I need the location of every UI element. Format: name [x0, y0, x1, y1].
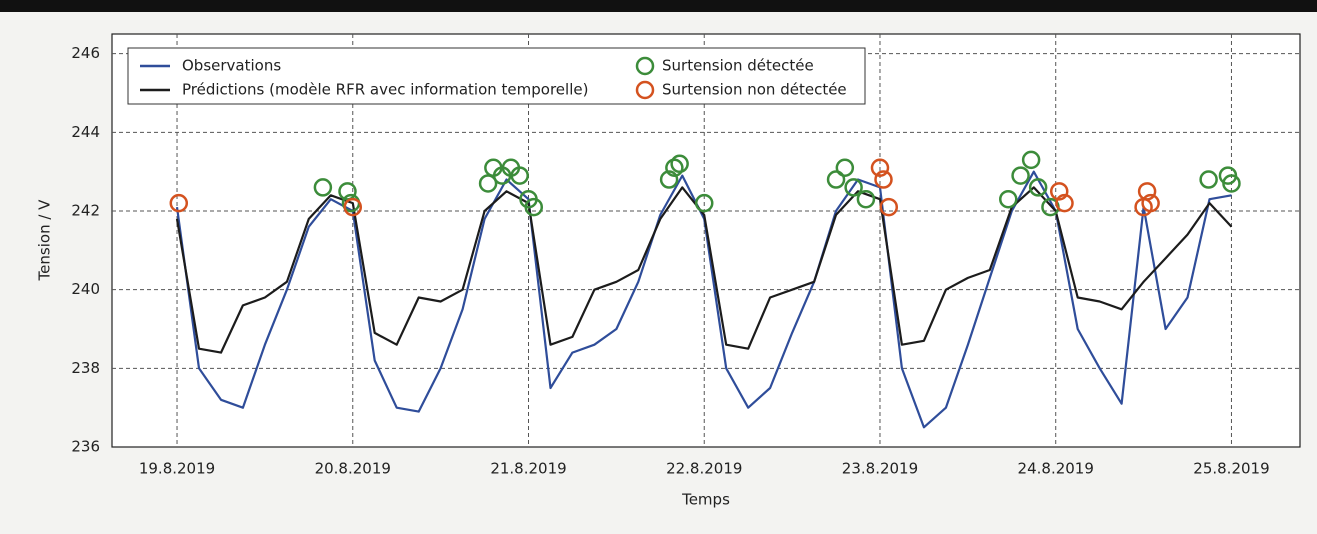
overvoltage-marker — [478, 174, 498, 193]
legend-label: Prédictions (modèle RFR avec information… — [182, 81, 588, 99]
overvoltage-marker — [169, 193, 189, 213]
overvoltage-marker — [659, 170, 679, 189]
x-tick-label: 22.8.2019 — [666, 460, 742, 478]
x-axis-label: Temps — [681, 491, 730, 509]
y-tick-label: 238 — [71, 359, 100, 377]
legend-marker — [635, 56, 655, 76]
overvoltage-marker — [1141, 193, 1160, 213]
x-tick-label: 19.8.2019 — [139, 460, 215, 478]
overvoltage-marker — [1021, 150, 1041, 170]
overvoltage-marker — [879, 197, 899, 217]
overvoltage-marker — [1055, 193, 1074, 213]
overvoltage-marker — [665, 158, 684, 177]
overvoltage-marker — [835, 158, 855, 177]
overvoltage-marker — [844, 178, 863, 197]
legend-label: Surtension non détectée — [662, 81, 847, 99]
overvoltage-marker — [510, 166, 529, 185]
overvoltage-marker — [874, 170, 893, 189]
legend-label: Surtension détectée — [662, 57, 814, 75]
legend-label: Observations — [182, 57, 281, 75]
overvoltage-marker — [1028, 178, 1048, 197]
overvoltage-marker — [1011, 166, 1030, 185]
y-tick-label: 236 — [71, 438, 100, 456]
x-tick-label: 24.8.2019 — [1018, 460, 1094, 478]
legend-box — [127, 47, 866, 105]
x-tick-label: 23.8.2019 — [842, 460, 918, 478]
overvoltage-marker — [1222, 174, 1241, 193]
overvoltage-marker — [338, 182, 357, 201]
y-tick-label: 242 — [71, 202, 100, 220]
overvoltage-marker — [524, 197, 544, 217]
overvoltage-marker — [870, 158, 890, 177]
overvoltage-marker — [856, 189, 876, 209]
x-tick-label: 25.8.2019 — [1193, 460, 1269, 478]
overvoltage-marker — [694, 193, 714, 213]
x-tick-label: 21.8.2019 — [490, 460, 566, 478]
overvoltage-marker — [1049, 182, 1069, 201]
y-axis-label: Tension / V — [36, 199, 54, 282]
overvoltage-marker — [670, 154, 689, 174]
line — [175, 186, 1233, 354]
overvoltage-marker — [313, 178, 333, 197]
overvoltage-marker — [1137, 182, 1157, 201]
y-tick-label: 246 — [71, 44, 100, 62]
overvoltage-marker — [343, 197, 363, 217]
overvoltage-marker — [826, 170, 846, 189]
overvoltage-marker — [999, 189, 1018, 209]
overvoltage-marker — [1199, 170, 1218, 189]
y-tick-label: 240 — [71, 280, 100, 298]
y-tick-label: 244 — [71, 123, 100, 141]
x-tick-label: 20.8.2019 — [315, 460, 391, 478]
top-bar — [0, 0, 1317, 12]
legend-marker — [635, 80, 655, 100]
